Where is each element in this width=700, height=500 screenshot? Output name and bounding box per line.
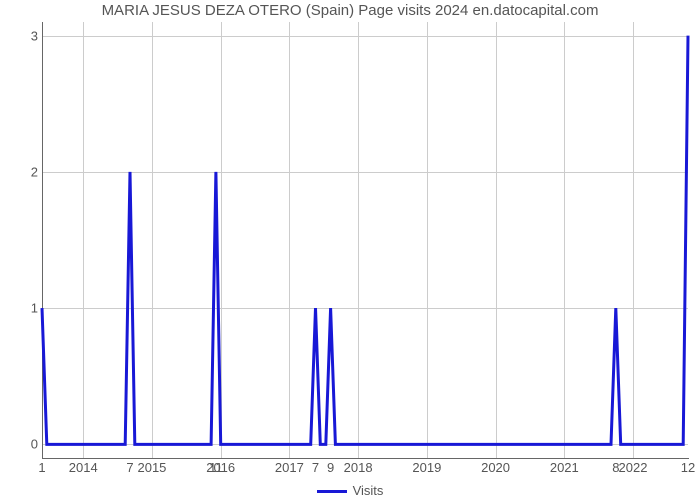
value-label: 1 — [38, 460, 45, 475]
value-label: 7 — [312, 460, 319, 475]
legend-label: Visits — [353, 483, 384, 498]
x-tick-label: 2019 — [412, 460, 441, 475]
y-tick-label: 1 — [8, 301, 38, 316]
value-label: 8 — [612, 460, 619, 475]
legend: Visits — [0, 483, 700, 498]
y-tick-label: 2 — [8, 164, 38, 179]
x-tick-label: 2017 — [275, 460, 304, 475]
x-tick-label: 2021 — [550, 460, 579, 475]
y-tick-label: 3 — [8, 28, 38, 43]
value-label: 12 — [681, 460, 695, 475]
chart-container: MARIA JESUS DEZA OTERO (Spain) Page visi… — [0, 0, 700, 500]
x-tick-label: 2022 — [619, 460, 648, 475]
x-tick-label: 2014 — [69, 460, 98, 475]
chart-title: MARIA JESUS DEZA OTERO (Spain) Page visi… — [0, 2, 700, 19]
line-series — [42, 22, 688, 458]
value-label: 9 — [327, 460, 334, 475]
value-label: 7 — [126, 460, 133, 475]
x-tick-label: 2020 — [481, 460, 510, 475]
legend-swatch — [317, 490, 347, 493]
x-tick-label: 2015 — [137, 460, 166, 475]
y-tick-label: 0 — [8, 437, 38, 452]
x-tick-label: 2018 — [344, 460, 373, 475]
value-label: 11 — [209, 460, 223, 475]
